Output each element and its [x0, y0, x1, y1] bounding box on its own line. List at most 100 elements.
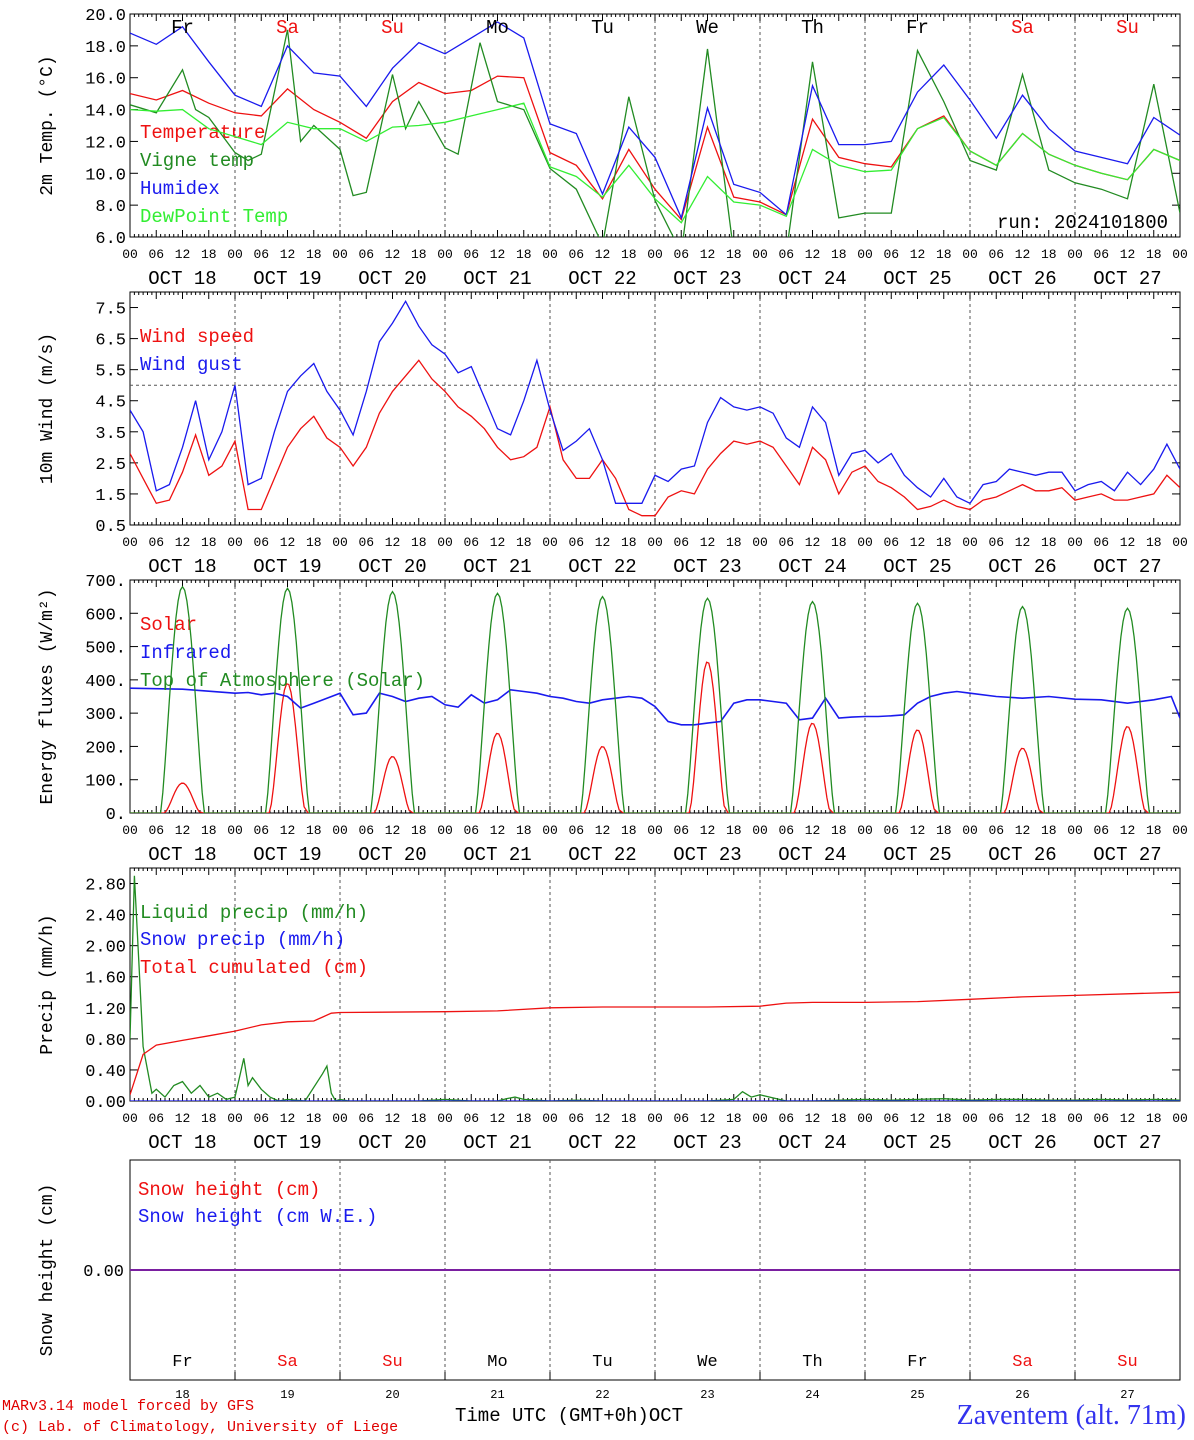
precip-hour-label: 12 [805, 1111, 821, 1126]
energy-legend-solar: Solar [140, 614, 197, 636]
wind-hour-label: 00 [122, 535, 138, 550]
precip-hour-label: 12 [280, 1111, 296, 1126]
precip-date-label: OCT 20 [358, 1132, 426, 1154]
temperature-y-tick-label: 10.0 [85, 166, 126, 185]
lab-credit-line: (c) Lab. of Climatology, University of L… [2, 1419, 399, 1436]
energy-hour-label: 12 [700, 823, 716, 838]
precip-legend-liquid-precip-mm-h: Liquid precip (mm/h) [140, 902, 368, 924]
wind-hour-label: 06 [778, 535, 794, 550]
energy-y-tick-label: 700. [85, 573, 126, 592]
wind-date-label: OCT 19 [253, 556, 321, 578]
wind-date-label: OCT 18 [148, 556, 216, 578]
wind-y-tick-label: 7.5 [95, 301, 126, 320]
wind-hour-label: 12 [595, 535, 611, 550]
precip-hour-label: 18 [516, 1111, 532, 1126]
snow-legend-snow-height-cm: Snow height (cm) [138, 1179, 320, 1201]
precip-hour-label: 00 [752, 1111, 768, 1126]
precip-legend-total-cumulated-cm: Total cumulated (cm) [140, 957, 368, 979]
precip-hour-label: 06 [778, 1111, 794, 1126]
snow-day-number: 25 [910, 1388, 924, 1402]
snow-weekday-label: Mo [487, 1353, 507, 1372]
temperature-hour-label: 18 [1146, 247, 1162, 262]
precip-hour-label: 00 [227, 1111, 243, 1126]
wind-date-label: OCT 24 [778, 556, 846, 578]
temperature-hour-label: 00 [437, 247, 453, 262]
snow-day-number: 21 [490, 1388, 504, 1402]
energy-date-label: OCT 26 [988, 844, 1056, 866]
precip-hour-label: 00 [122, 1111, 138, 1126]
energy-date-label: OCT 21 [463, 844, 531, 866]
temperature-hour-label: 06 [1093, 247, 1109, 262]
precip-date-label: OCT 21 [463, 1132, 531, 1154]
precip-date-label: OCT 24 [778, 1132, 846, 1154]
temperature-y-tick-label: 18.0 [85, 39, 126, 58]
precip-hour-label: 18 [726, 1111, 742, 1126]
wind-date-label: OCT 23 [673, 556, 741, 578]
energy-hour-label: 00 [1172, 823, 1188, 838]
temperature-hour-label: 00 [752, 247, 768, 262]
wind-hour-label: 18 [516, 535, 532, 550]
wind-hour-label: 00 [647, 535, 663, 550]
wind-hour-label: 18 [1041, 535, 1057, 550]
energy-series-solar [130, 661, 1180, 813]
temperature-hour-label: 12 [280, 247, 296, 262]
snow-weekday-label: Tu [592, 1353, 612, 1372]
snow-y-axis-title: Snow height (cm) [38, 1184, 58, 1357]
wind-legend-wind-speed: Wind speed [140, 326, 254, 348]
energy-hour-label: 06 [358, 823, 374, 838]
precip-hour-label: 18 [621, 1111, 637, 1126]
temperature-hour-label: 18 [1041, 247, 1057, 262]
energy-date-label: OCT 24 [778, 844, 846, 866]
snow-day-number: 18 [175, 1388, 189, 1402]
temp-weekday-label: Su [381, 17, 404, 39]
wind-y-tick-label: 2.5 [95, 456, 126, 475]
temperature-hour-label: 12 [1015, 247, 1031, 262]
precip-y-axis-title: Precip (mm/h) [38, 914, 58, 1054]
x-axis-title-text: Time UTC (GMT+0h) [455, 1405, 649, 1427]
energy-hour-label: 12 [385, 823, 401, 838]
wind-hour-label: 12 [910, 535, 926, 550]
snow-day-number: 19 [280, 1388, 294, 1402]
precip-y-tick-label: 2.80 [85, 877, 126, 896]
energy-hour-label: 12 [910, 823, 926, 838]
temperature-hour-label: 18 [726, 247, 742, 262]
snow-y-tick-label: 0.00 [83, 1263, 124, 1282]
wind-y-tick-label: 1.5 [95, 487, 126, 506]
energy-hour-label: 12 [805, 823, 821, 838]
model-credit-line: MARv3.14 model forced by GFS [2, 1398, 255, 1415]
temperature-y-tick-label: 16.0 [85, 71, 126, 90]
energy-hour-label: 18 [306, 823, 322, 838]
wind-y-tick-label: 4.5 [95, 394, 126, 413]
energy-hour-label: 00 [227, 823, 243, 838]
wind-date-label: OCT 25 [883, 556, 951, 578]
x-axis-month: OCT [648, 1405, 684, 1427]
precip-date-label: OCT 27 [1093, 1132, 1161, 1154]
wind-hour-label: 18 [726, 535, 742, 550]
snow-weekday-label: Fr [907, 1353, 927, 1372]
temperature-hour-label: 18 [621, 247, 637, 262]
temperature-hour-label: 00 [122, 247, 138, 262]
wind-date-label: OCT 21 [463, 556, 531, 578]
energy-hour-label: 00 [857, 823, 873, 838]
energy-hour-label: 06 [778, 823, 794, 838]
temperature-y-axis-title: 2m Temp. (°C) [38, 55, 58, 195]
wind-date-label: OCT 27 [1093, 556, 1161, 578]
wind-panel: 00 06 12 18 00 06 12 18 00 06 12 18 00 06 12 18 00 06 12 18… [38, 291, 1188, 578]
wind-hour-label: 00 [227, 535, 243, 550]
temperature-hour-label: 18 [936, 247, 952, 262]
wind-hour-label: 00 [437, 535, 453, 550]
snow-weekday-label: Sa [277, 1353, 297, 1372]
wind-hour-label: 12 [805, 535, 821, 550]
temp-weekday-label: Su [1116, 17, 1139, 39]
energy-hour-label: 00 [647, 823, 663, 838]
precip-hour-label: 06 [1093, 1111, 1109, 1126]
precip-hour-label: 00 [1067, 1111, 1083, 1126]
temperature-hour-label: 18 [201, 247, 217, 262]
energy-hour-label: 18 [1041, 823, 1057, 838]
temperature-legend-dewpoint-temp: DewPoint Temp [140, 206, 288, 228]
energy-hour-label: 18 [516, 823, 532, 838]
temperature-date-label: OCT 24 [778, 268, 846, 290]
energy-hour-label: 18 [1146, 823, 1162, 838]
energy-hour-label: 00 [437, 823, 453, 838]
snow-day-number: 22 [595, 1388, 609, 1402]
